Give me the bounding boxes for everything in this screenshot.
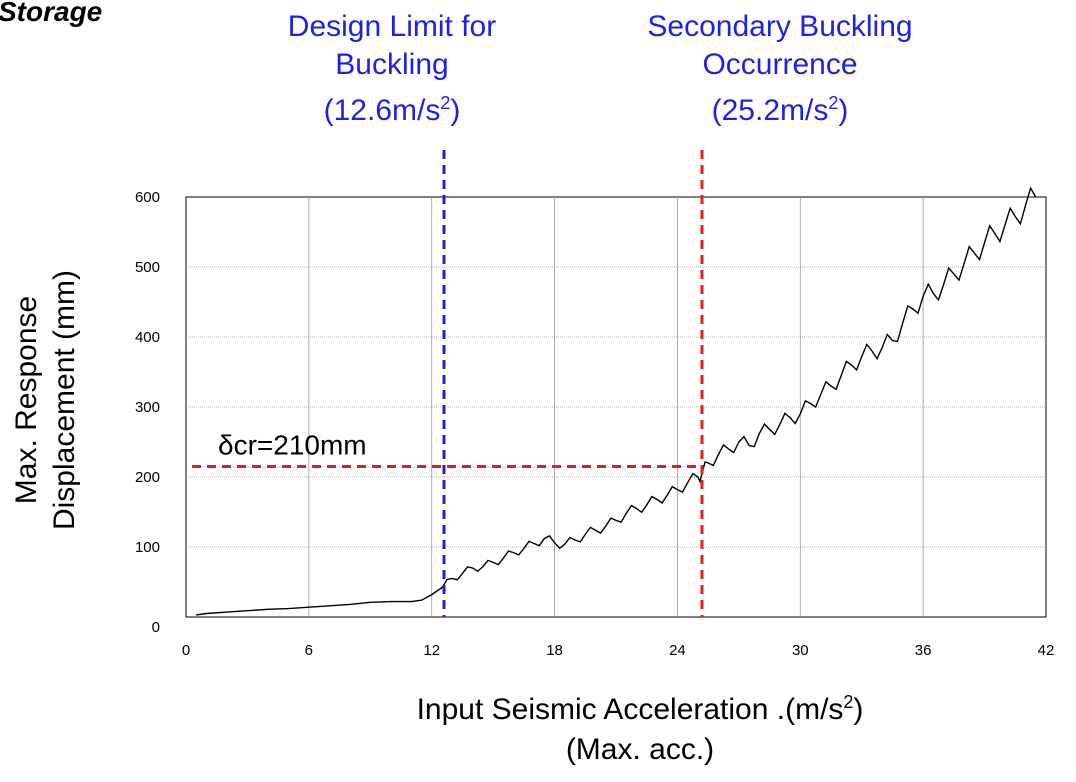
secondary-buckling-annotation: Secondary Buckling Occurrence (25.2m/s2) — [560, 8, 1000, 130]
x-tick-label: 42 — [1038, 642, 1055, 659]
x-axis-title-line2: (Max. acc.) — [565, 733, 715, 766]
design-limit-line3: (12.6m/s2) — [323, 93, 461, 127]
x-tick-label: 18 — [546, 642, 563, 659]
x-tick-label: 0 — [182, 642, 190, 659]
design-limit-line2: Buckling — [335, 48, 449, 81]
y-tick-label: 100 — [135, 539, 160, 556]
secondary-line1: Secondary Buckling — [647, 10, 913, 43]
y-tick-label: 400 — [135, 329, 160, 346]
page-title-fragment: Storage — [0, 0, 103, 27]
y-tick-label: 600 — [135, 189, 160, 206]
x-tick-label: 24 — [669, 642, 686, 659]
design-limit-line1: Design Limit for — [287, 10, 497, 43]
x-tick-label: 36 — [915, 642, 932, 659]
x-tick-label: 6 — [305, 642, 313, 659]
y-tick-label: 300 — [135, 399, 160, 416]
y-tick-label: 500 — [135, 259, 160, 276]
x-tick-label: 30 — [792, 642, 809, 659]
x-axis-title: Input Seismic Acceleration .(m/s2) (Max.… — [270, 682, 1010, 770]
secondary-line3: (25.2m/s2) — [711, 93, 849, 127]
y-tick-label: 200 — [135, 469, 160, 486]
x-axis-title-line1: Input Seismic Acceleration .(m/s2) — [416, 692, 864, 726]
y-tick-label: 0 — [152, 619, 160, 636]
secondary-line2: Occurrence — [702, 48, 858, 81]
design-limit-annotation: Design Limit for Buckling (12.6m/s2) — [232, 8, 552, 130]
x-tick-label: 12 — [423, 642, 440, 659]
delta-cr-label: δcr=210mm — [218, 430, 367, 461]
